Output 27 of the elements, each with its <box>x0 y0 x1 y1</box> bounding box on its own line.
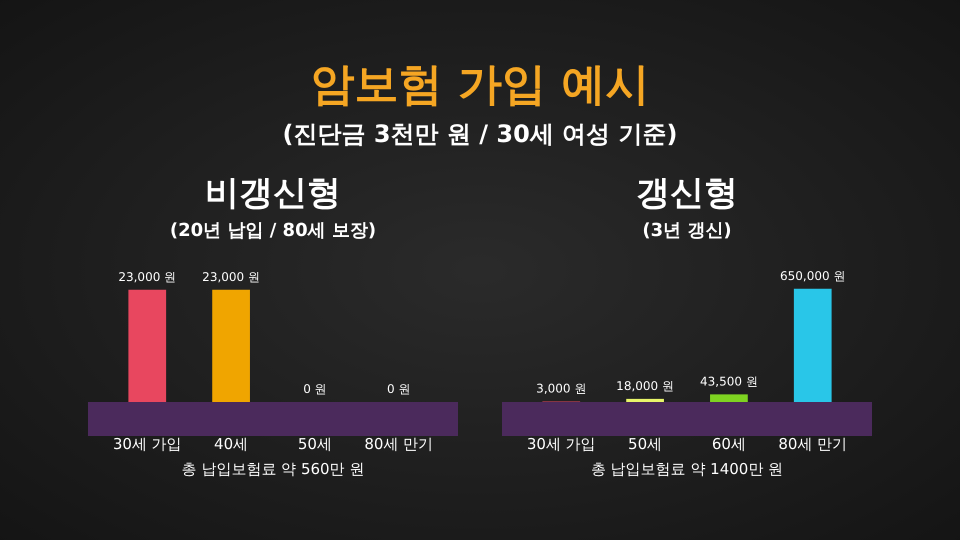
data-label: 0 원 <box>303 382 327 396</box>
x-tick-label: 60세 <box>712 434 746 453</box>
x-tick-label: 30세 가입 <box>112 434 182 453</box>
text: (진단금 3천만 원 / 30세 여성 기준) <box>282 119 678 150</box>
data-label: 0 원 <box>387 382 410 396</box>
bar <box>794 288 832 402</box>
data-label: 3,000 원 <box>536 382 586 396</box>
chart-subtitle: (3년 갱신) <box>641 219 733 242</box>
chart-title: 비갱신형 <box>204 172 342 215</box>
x-tick-label: 80세 만기 <box>778 434 848 453</box>
text: 총 납입보험료 약 560만 원 <box>180 460 366 479</box>
text: 총 납입보험료 약 1400만 원 <box>590 460 784 479</box>
data-label: 23,000 원 <box>202 270 260 284</box>
data-label: 650,000 원 <box>780 268 846 283</box>
data-label: 23,000 원 <box>118 270 176 284</box>
x-tick-label: 80세 만기 <box>364 434 434 453</box>
x-tick-label: 30세 가입 <box>526 434 596 453</box>
x-tick-label: 50세 <box>628 434 662 453</box>
text: 암보험 가입 예시 <box>310 58 650 112</box>
bar <box>710 394 748 402</box>
bar <box>626 398 664 402</box>
data-label: 43,500 원 <box>700 374 758 389</box>
data-label: 18,000 원 <box>616 378 674 393</box>
chart-subtitle: (20년 납입 / 80세 보장) <box>168 219 378 242</box>
x-tick-label: 40세 <box>214 434 248 453</box>
x-tick-label: 50세 <box>298 434 332 453</box>
chart-title: 갱신형 <box>635 172 739 215</box>
